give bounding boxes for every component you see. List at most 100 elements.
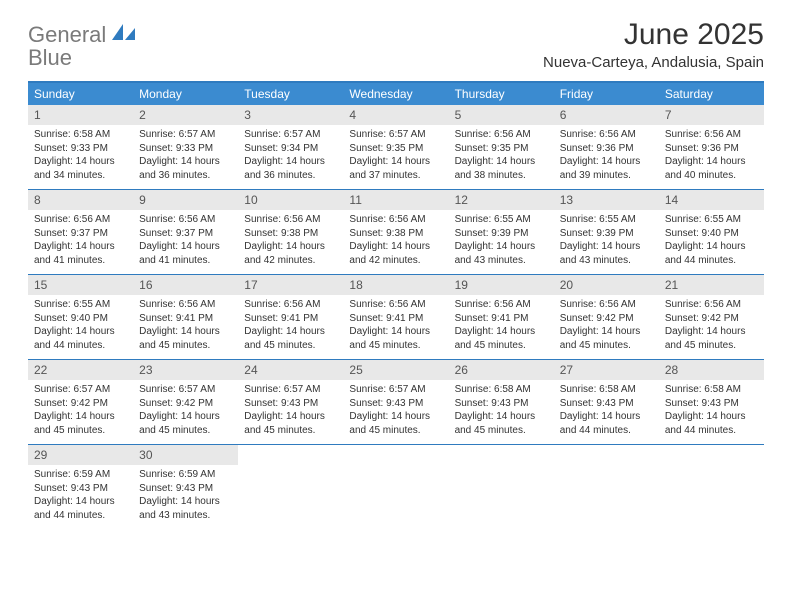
day-number: 26 — [449, 360, 554, 380]
sunrise-text: Sunrise: 6:59 AM — [34, 468, 127, 482]
logo: General Blue — [28, 22, 137, 70]
day-number: 15 — [28, 275, 133, 295]
day-cell: 3Sunrise: 6:57 AMSunset: 9:34 PMDaylight… — [238, 105, 343, 189]
sunrise-text: Sunrise: 6:59 AM — [139, 468, 232, 482]
day-body: Sunrise: 6:57 AMSunset: 9:42 PMDaylight:… — [133, 380, 238, 443]
day-body: Sunrise: 6:55 AMSunset: 9:40 PMDaylight:… — [659, 210, 764, 273]
sunset-text: Sunset: 9:41 PM — [349, 312, 442, 326]
sunset-text: Sunset: 9:35 PM — [349, 142, 442, 156]
calendar-grid: Sunday Monday Tuesday Wednesday Thursday… — [28, 81, 764, 529]
day-body: Sunrise: 6:57 AMSunset: 9:35 PMDaylight:… — [343, 125, 448, 188]
day-cell: 13Sunrise: 6:55 AMSunset: 9:39 PMDayligh… — [554, 190, 659, 274]
daylight-text: and 45 minutes. — [139, 424, 232, 438]
sunset-text: Sunset: 9:38 PM — [349, 227, 442, 241]
daylight-text: and 45 minutes. — [34, 424, 127, 438]
day-body: Sunrise: 6:58 AMSunset: 9:43 PMDaylight:… — [449, 380, 554, 443]
daylight-text: Daylight: 14 hours — [560, 410, 653, 424]
day-body: Sunrise: 6:56 AMSunset: 9:35 PMDaylight:… — [449, 125, 554, 188]
sunset-text: Sunset: 9:38 PM — [244, 227, 337, 241]
sunrise-text: Sunrise: 6:56 AM — [349, 298, 442, 312]
day-body: Sunrise: 6:56 AMSunset: 9:41 PMDaylight:… — [449, 295, 554, 358]
daylight-text: and 39 minutes. — [560, 169, 653, 183]
day-cell: 21Sunrise: 6:56 AMSunset: 9:42 PMDayligh… — [659, 275, 764, 359]
sunset-text: Sunset: 9:42 PM — [560, 312, 653, 326]
location-subtitle: Nueva-Carteya, Andalusia, Spain — [543, 54, 764, 71]
daylight-text: Daylight: 14 hours — [560, 240, 653, 254]
day-body: Sunrise: 6:56 AMSunset: 9:37 PMDaylight:… — [28, 210, 133, 273]
day-cell: 12Sunrise: 6:55 AMSunset: 9:39 PMDayligh… — [449, 190, 554, 274]
day-cell: 19Sunrise: 6:56 AMSunset: 9:41 PMDayligh… — [449, 275, 554, 359]
day-body: Sunrise: 6:56 AMSunset: 9:37 PMDaylight:… — [133, 210, 238, 273]
daylight-text: and 45 minutes. — [244, 424, 337, 438]
day-cell: 29Sunrise: 6:59 AMSunset: 9:43 PMDayligh… — [28, 445, 133, 529]
day-body: Sunrise: 6:56 AMSunset: 9:41 PMDaylight:… — [133, 295, 238, 358]
sunset-text: Sunset: 9:41 PM — [455, 312, 548, 326]
page-title: June 2025 — [543, 18, 764, 52]
daylight-text: Daylight: 14 hours — [139, 410, 232, 424]
daylight-text: and 43 minutes. — [455, 254, 548, 268]
day-number: 11 — [343, 190, 448, 210]
day-header-row: Sunday Monday Tuesday Wednesday Thursday… — [28, 83, 764, 105]
daylight-text: Daylight: 14 hours — [665, 410, 758, 424]
day-number: 28 — [659, 360, 764, 380]
day-number — [554, 445, 659, 465]
dayhead-fri: Friday — [554, 83, 659, 105]
daylight-text: and 45 minutes. — [349, 424, 442, 438]
daylight-text: and 36 minutes. — [244, 169, 337, 183]
week-row: 1Sunrise: 6:58 AMSunset: 9:33 PMDaylight… — [28, 105, 764, 190]
dayhead-wed: Wednesday — [343, 83, 448, 105]
sunrise-text: Sunrise: 6:58 AM — [34, 128, 127, 142]
daylight-text: Daylight: 14 hours — [455, 410, 548, 424]
daylight-text: Daylight: 14 hours — [560, 155, 653, 169]
day-cell: 9Sunrise: 6:56 AMSunset: 9:37 PMDaylight… — [133, 190, 238, 274]
sunrise-text: Sunrise: 6:56 AM — [139, 213, 232, 227]
day-cell: 1Sunrise: 6:58 AMSunset: 9:33 PMDaylight… — [28, 105, 133, 189]
daylight-text: Daylight: 14 hours — [139, 495, 232, 509]
daylight-text: and 37 minutes. — [349, 169, 442, 183]
day-cell: 4Sunrise: 6:57 AMSunset: 9:35 PMDaylight… — [343, 105, 448, 189]
day-number: 1 — [28, 105, 133, 125]
day-number: 5 — [449, 105, 554, 125]
sunrise-text: Sunrise: 6:57 AM — [349, 383, 442, 397]
sunrise-text: Sunrise: 6:57 AM — [139, 128, 232, 142]
daylight-text: Daylight: 14 hours — [349, 240, 442, 254]
day-cell — [554, 445, 659, 529]
calendar-page: General Blue June 2025 Nueva-Carteya, An… — [0, 0, 792, 547]
sunrise-text: Sunrise: 6:57 AM — [139, 383, 232, 397]
daylight-text: and 42 minutes. — [349, 254, 442, 268]
day-body: Sunrise: 6:55 AMSunset: 9:40 PMDaylight:… — [28, 295, 133, 358]
day-body: Sunrise: 6:57 AMSunset: 9:43 PMDaylight:… — [238, 380, 343, 443]
daylight-text: and 38 minutes. — [455, 169, 548, 183]
day-body: Sunrise: 6:57 AMSunset: 9:43 PMDaylight:… — [343, 380, 448, 443]
day-body: Sunrise: 6:58 AMSunset: 9:33 PMDaylight:… — [28, 125, 133, 188]
sunrise-text: Sunrise: 6:55 AM — [34, 298, 127, 312]
day-number: 14 — [659, 190, 764, 210]
daylight-text: Daylight: 14 hours — [455, 240, 548, 254]
day-number — [238, 445, 343, 465]
sunset-text: Sunset: 9:37 PM — [139, 227, 232, 241]
day-number: 24 — [238, 360, 343, 380]
day-cell: 8Sunrise: 6:56 AMSunset: 9:37 PMDaylight… — [28, 190, 133, 274]
day-body: Sunrise: 6:56 AMSunset: 9:41 PMDaylight:… — [343, 295, 448, 358]
day-cell: 22Sunrise: 6:57 AMSunset: 9:42 PMDayligh… — [28, 360, 133, 444]
sunrise-text: Sunrise: 6:56 AM — [349, 213, 442, 227]
sunset-text: Sunset: 9:36 PM — [665, 142, 758, 156]
logo-word-1: General — [28, 22, 106, 47]
sunrise-text: Sunrise: 6:56 AM — [34, 213, 127, 227]
daylight-text: Daylight: 14 hours — [244, 155, 337, 169]
day-cell: 24Sunrise: 6:57 AMSunset: 9:43 PMDayligh… — [238, 360, 343, 444]
day-number: 6 — [554, 105, 659, 125]
day-cell: 16Sunrise: 6:56 AMSunset: 9:41 PMDayligh… — [133, 275, 238, 359]
daylight-text: and 44 minutes. — [34, 339, 127, 353]
day-number: 7 — [659, 105, 764, 125]
day-cell: 14Sunrise: 6:55 AMSunset: 9:40 PMDayligh… — [659, 190, 764, 274]
sunrise-text: Sunrise: 6:58 AM — [455, 383, 548, 397]
title-block: June 2025 Nueva-Carteya, Andalusia, Spai… — [543, 18, 764, 71]
day-cell — [238, 445, 343, 529]
daylight-text: and 44 minutes. — [665, 424, 758, 438]
day-number — [449, 445, 554, 465]
day-body: Sunrise: 6:58 AMSunset: 9:43 PMDaylight:… — [554, 380, 659, 443]
sunrise-text: Sunrise: 6:57 AM — [34, 383, 127, 397]
sunset-text: Sunset: 9:42 PM — [34, 397, 127, 411]
day-body: Sunrise: 6:56 AMSunset: 9:42 PMDaylight:… — [659, 295, 764, 358]
